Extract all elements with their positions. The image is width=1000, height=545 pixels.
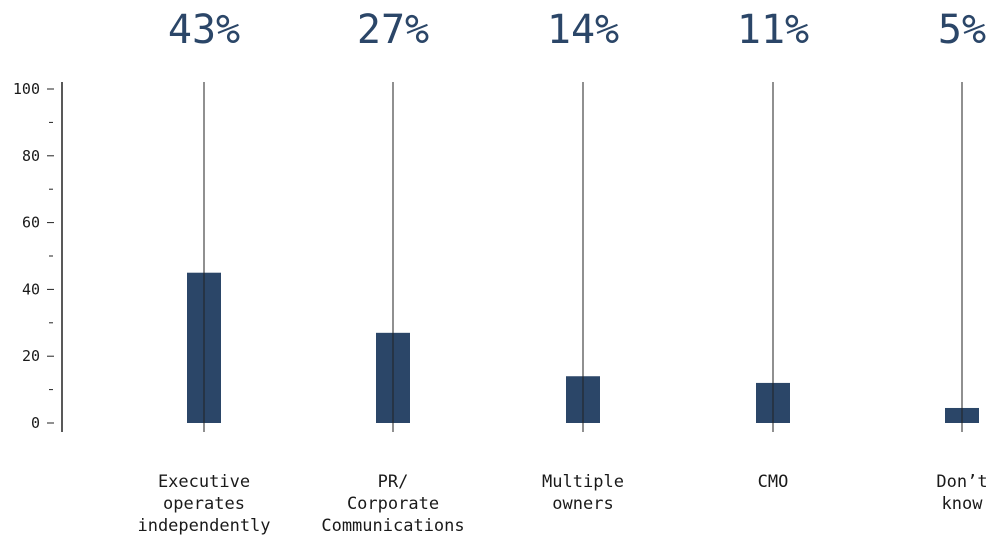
category-label-line: know [942,494,984,514]
category-label-line: owners [552,494,613,514]
category-label-line: CMO [758,472,789,492]
category-label: CMO [758,472,789,492]
category-label: Don’t know [936,472,987,514]
category-label-line: PR/ [378,472,409,492]
percent-label: 43% [168,7,240,53]
category-label: Multiple owners [542,472,624,514]
category-label-line: Communications [321,516,464,536]
category-label-line: Executive [158,472,250,492]
percent-label: 5% [938,7,986,53]
y-tick-label: 80 [22,147,40,165]
y-tick-label: 100 [13,80,40,98]
category-label-line: Multiple [542,472,624,492]
percent-label: 27% [357,7,429,53]
percent-labels: 43% 27% 14% 11% 5% [168,7,986,53]
percent-label: 11% [737,7,809,53]
percent-label: 14% [547,7,619,53]
category-label-line: operates [163,494,245,514]
y-tick-label: 40 [22,280,40,298]
category-label-line: independently [137,516,270,536]
category-label: Executive operates independently [137,472,270,536]
category-labels: Executive operates independently PR/Corpora… [137,472,987,536]
category-label-line: Corporate [347,494,439,514]
y-tick-label: 60 [22,214,40,232]
category-label-line: Don’t [936,472,987,492]
y-tick-label: 20 [22,347,40,365]
y-axis: 0 20 40 60 80 100 [13,80,63,432]
stems [203,82,963,432]
category-label: PR/Corporate Communications [321,472,464,536]
y-tick-label: 0 [31,414,40,432]
